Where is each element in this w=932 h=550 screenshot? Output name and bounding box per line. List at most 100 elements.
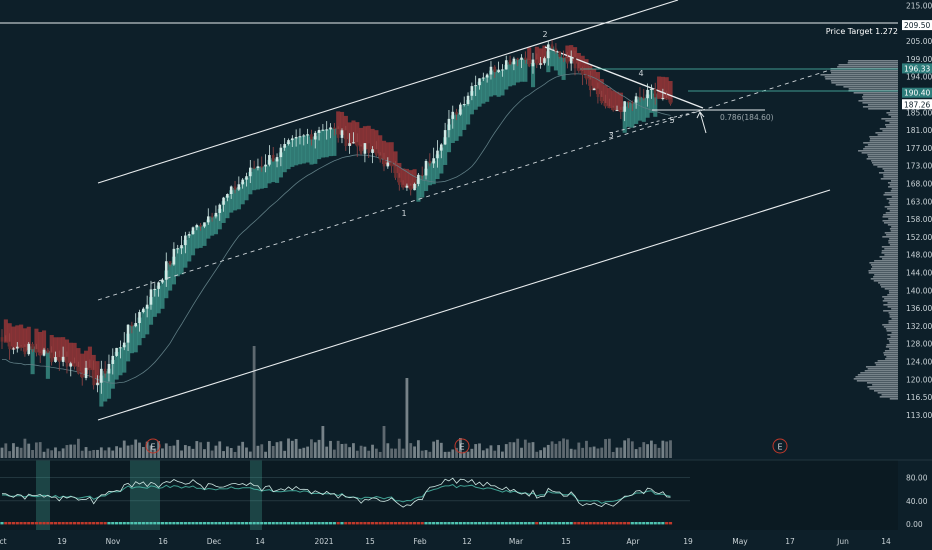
candle-body xyxy=(592,88,596,91)
volume-bar xyxy=(61,448,65,458)
volume-bar xyxy=(531,442,535,458)
signal-dot xyxy=(477,522,482,525)
cloud-segment xyxy=(42,330,47,354)
price-tag xyxy=(902,87,932,98)
volume-bar xyxy=(516,438,520,458)
signal-dot xyxy=(454,522,459,525)
candle-body xyxy=(363,143,367,154)
candle-body xyxy=(218,204,222,213)
signal-dot xyxy=(168,522,172,525)
signal-dot xyxy=(435,522,440,525)
cloud-segment xyxy=(427,162,432,186)
volume-bar xyxy=(416,440,420,458)
candle-body xyxy=(54,357,57,362)
signal-dot xyxy=(298,522,302,525)
cloud-segment xyxy=(233,188,238,211)
volume-bar xyxy=(562,438,565,458)
time-axis[interactable]: ct 19 Nov 16 Dec 14 2021 15 Feb 12 Mar 15 Apr 19 May 17… xyxy=(0,537,891,546)
profile-bar xyxy=(888,202,898,204)
candle-body xyxy=(283,144,286,148)
cloud-segment xyxy=(275,159,280,183)
volume-bar xyxy=(245,447,248,458)
signal-dot xyxy=(481,522,485,525)
candle-body xyxy=(524,57,527,60)
candle-body xyxy=(482,77,485,79)
profile-bar xyxy=(889,316,898,318)
candle-body xyxy=(661,97,665,99)
profile-bar xyxy=(865,366,898,368)
candle-body xyxy=(539,63,542,65)
profile-bar xyxy=(882,236,898,238)
profile-bar xyxy=(882,130,898,132)
profile-bar xyxy=(890,336,898,338)
cloud-segment xyxy=(244,177,249,201)
profile-bar xyxy=(874,260,898,262)
candle-body xyxy=(176,248,180,250)
cloud-segment xyxy=(145,306,150,335)
volume-bar xyxy=(489,445,493,458)
volume-bar xyxy=(627,438,630,458)
signal-dot xyxy=(61,522,65,525)
cloud-segment xyxy=(443,137,448,165)
profile-bar xyxy=(883,310,898,312)
volume-bar xyxy=(306,446,309,458)
signal-dot xyxy=(424,522,428,525)
profile-bar xyxy=(882,220,898,222)
profile-bar xyxy=(838,64,898,66)
price-tag xyxy=(902,99,932,110)
candle-body xyxy=(268,155,271,165)
volume-bar xyxy=(459,438,462,458)
cloud-segment xyxy=(618,92,623,112)
profile-bar xyxy=(888,218,898,220)
volume-bar xyxy=(539,450,543,458)
candle-body xyxy=(550,44,554,49)
cloud-segment xyxy=(80,353,85,377)
candle-body xyxy=(172,248,176,265)
volume-bar xyxy=(298,448,302,458)
profile-bar xyxy=(871,160,898,162)
trend-channel xyxy=(0,0,898,421)
volume-bar xyxy=(187,446,191,458)
volume-bar xyxy=(195,441,199,458)
signal-dot xyxy=(107,522,111,525)
candle-body xyxy=(58,357,61,362)
volume-bar xyxy=(596,448,600,458)
profile-bar xyxy=(853,378,898,380)
price-axis[interactable]: 215.00210.00205.00199.00194.00190.00185.… xyxy=(902,2,932,530)
volume-bar xyxy=(237,445,241,458)
candle-body xyxy=(126,324,130,343)
candle-body xyxy=(233,186,237,190)
cloud-segment xyxy=(599,79,604,101)
cloud-segment xyxy=(492,69,497,96)
cloud-segment xyxy=(664,77,669,100)
candle-body xyxy=(279,147,283,158)
candle-body xyxy=(371,149,374,153)
signal-dot xyxy=(229,522,233,525)
time-tick-label: 2021 xyxy=(314,537,333,546)
cloud-segment xyxy=(156,285,161,314)
profile-bar xyxy=(881,246,898,248)
cloud-segment xyxy=(179,246,184,275)
profile-bar xyxy=(831,82,898,84)
cloud-segment xyxy=(615,91,620,112)
profile-bar xyxy=(886,344,898,346)
volume-bar xyxy=(600,447,604,458)
oscillator-tick-label: 0.00 xyxy=(906,520,923,529)
time-tick-label: 19 xyxy=(57,537,67,546)
chart-annotations: 1 2 3 4 5 Price Target 1.272 0.786(184.60) E E E xyxy=(145,27,898,454)
cloud-segment xyxy=(19,324,24,348)
candle-body xyxy=(275,157,279,162)
profile-bar xyxy=(879,256,898,258)
volume-bar xyxy=(665,441,669,458)
candle-body xyxy=(340,130,344,138)
cloud-segment xyxy=(637,96,643,121)
volume-bar xyxy=(161,448,164,458)
price-tick-label: 113.00 xyxy=(906,411,932,420)
volume-bar xyxy=(363,446,367,458)
cloud-segment xyxy=(305,134,310,163)
signal-dot xyxy=(516,522,520,525)
signal-dot xyxy=(263,522,268,525)
cloud-segment xyxy=(141,310,146,339)
profile-bar xyxy=(874,274,898,276)
signal-dot xyxy=(275,522,279,525)
